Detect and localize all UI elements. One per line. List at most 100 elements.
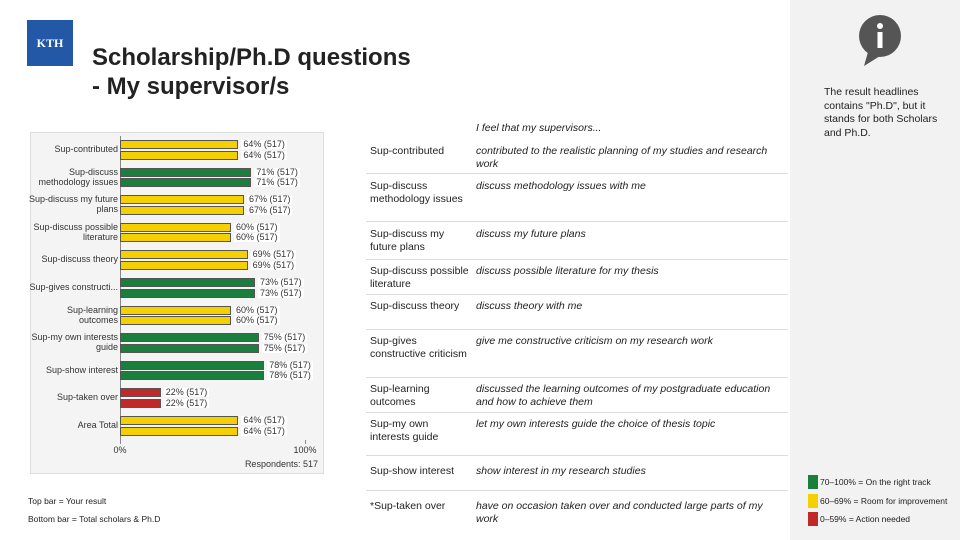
bar bbox=[120, 371, 265, 381]
bar bbox=[120, 343, 259, 353]
value-label: 71% (517) bbox=[254, 177, 300, 188]
bar bbox=[120, 150, 239, 160]
bar bbox=[120, 416, 239, 425]
category-label: Sup-taken over bbox=[56, 392, 118, 403]
category-label: Sup-discuss my future plans bbox=[28, 194, 118, 215]
category-label: Sup-discuss methodology issues bbox=[38, 166, 118, 187]
row-description: give me constructive criticism on my res… bbox=[476, 335, 713, 347]
bar bbox=[120, 222, 231, 232]
row-key: Sup-show interest bbox=[370, 465, 455, 477]
logo: KTH bbox=[27, 20, 73, 66]
value-label: 60% (517) bbox=[234, 304, 280, 315]
row-key: *Sup-taken over bbox=[370, 500, 446, 512]
value-label: 75% (517) bbox=[261, 342, 308, 353]
row-key: Sup-learning outcomes bbox=[370, 383, 430, 408]
row-description: discuss theory with me bbox=[476, 300, 583, 312]
value-label: 22% (517) bbox=[163, 387, 210, 398]
row-description: show interest in my research studies bbox=[476, 465, 646, 477]
category-label: Sup-contributed bbox=[54, 144, 118, 154]
row-key: Sup-discuss theory bbox=[370, 300, 460, 312]
value-label: 69% (517) bbox=[250, 259, 297, 270]
bar bbox=[120, 333, 259, 343]
row-key: Sup-contributed bbox=[370, 145, 445, 157]
category-label: Sup-discuss theory bbox=[41, 254, 118, 265]
value-label: 71% (517) bbox=[254, 166, 300, 177]
value-label: 64% (517) bbox=[241, 415, 287, 425]
legend-swatch bbox=[808, 475, 818, 489]
x-tick-label: 100% bbox=[293, 445, 317, 455]
series-note: Bottom bar = Total scholars & Ph.D bbox=[28, 514, 161, 524]
legend-swatch bbox=[808, 493, 818, 508]
legend-swatch bbox=[808, 512, 818, 526]
value-label: 78% (517) bbox=[267, 370, 313, 381]
bar bbox=[120, 278, 256, 287]
row-key: Sup-my own interests guide bbox=[370, 418, 439, 443]
category-label: Sup-my own interests guide bbox=[31, 332, 118, 353]
category-label: Sup-show interest bbox=[45, 364, 118, 375]
legend-label: 70–100% = On the right track bbox=[820, 477, 931, 487]
row-key: Sup-discuss possible literature bbox=[370, 265, 469, 290]
bar bbox=[120, 288, 256, 298]
row-description: discuss my future plans bbox=[476, 228, 586, 240]
value-label: 75% (517) bbox=[261, 332, 308, 343]
value-label: 22% (517) bbox=[163, 397, 210, 408]
row-key: Sup-discuss methodology issues bbox=[370, 180, 463, 205]
x-tick-label: 0% bbox=[113, 445, 127, 455]
bar bbox=[120, 316, 231, 326]
row-divider bbox=[366, 377, 788, 378]
row-key: Sup-gives constructive criticism bbox=[370, 335, 467, 360]
value-label: 78% (517) bbox=[267, 359, 313, 370]
bar bbox=[120, 305, 231, 315]
value-label: 73% (517) bbox=[258, 277, 304, 287]
title: - My supervisor/s bbox=[92, 73, 290, 100]
footnote: Respondents: 517 bbox=[244, 459, 318, 469]
bar bbox=[120, 140, 239, 149]
row-divider bbox=[366, 221, 788, 222]
info-note: The result headlines contains "Ph.D", bu… bbox=[824, 86, 938, 139]
info-icon bbox=[859, 15, 901, 66]
row-divider bbox=[366, 329, 788, 330]
row-divider bbox=[366, 490, 788, 491]
bar bbox=[120, 250, 248, 260]
bar bbox=[120, 260, 248, 270]
value-label: 60% (517) bbox=[234, 221, 280, 232]
row-description: let my own interests guide the choice of… bbox=[476, 418, 716, 430]
table-header: I feel that my supervisors... bbox=[476, 122, 602, 134]
bar bbox=[120, 388, 161, 398]
bar bbox=[120, 205, 244, 215]
category-label: Sup-learning outcomes bbox=[66, 304, 118, 325]
legend-label: 60–69% = Room for improvement bbox=[820, 495, 948, 506]
bar bbox=[120, 426, 239, 436]
bar bbox=[120, 233, 231, 243]
row-description: discussed the learning outcomes of my po… bbox=[476, 383, 771, 408]
title: Scholarship/Ph.D questions bbox=[92, 44, 411, 71]
row-description: have on occasion taken over and conducte… bbox=[476, 500, 763, 525]
value-label: 73% (517) bbox=[258, 287, 304, 298]
row-description: contributed to the realistic planning of… bbox=[476, 145, 768, 170]
row-divider bbox=[366, 259, 788, 260]
value-label: 69% (517) bbox=[250, 249, 297, 260]
side-panel bbox=[790, 0, 960, 540]
value-label: 67% (517) bbox=[246, 204, 293, 215]
bar bbox=[120, 398, 161, 408]
tick-mark bbox=[305, 440, 306, 444]
value-label: 60% (517) bbox=[234, 232, 280, 243]
row-description: discuss methodology issues with me bbox=[476, 180, 646, 192]
row-divider bbox=[366, 412, 788, 413]
bar bbox=[120, 178, 252, 188]
row-divider bbox=[366, 455, 788, 456]
value-label: 64% (517) bbox=[241, 149, 287, 160]
value-label: 60% (517) bbox=[234, 315, 280, 326]
tick-mark bbox=[120, 440, 121, 444]
row-description: discuss possible literature for my thesi… bbox=[476, 265, 659, 277]
legend-label: 0–59% = Action needed bbox=[820, 514, 911, 524]
row-divider bbox=[366, 294, 788, 295]
category-label: Sup-discuss possible literature bbox=[33, 221, 118, 242]
bar bbox=[120, 360, 265, 370]
value-label: 64% (517) bbox=[241, 139, 287, 149]
category-label: Area Total bbox=[77, 420, 118, 430]
series-note: Top bar = Your result bbox=[28, 496, 107, 506]
value-label: 64% (517) bbox=[241, 425, 287, 436]
row-divider bbox=[366, 173, 788, 174]
